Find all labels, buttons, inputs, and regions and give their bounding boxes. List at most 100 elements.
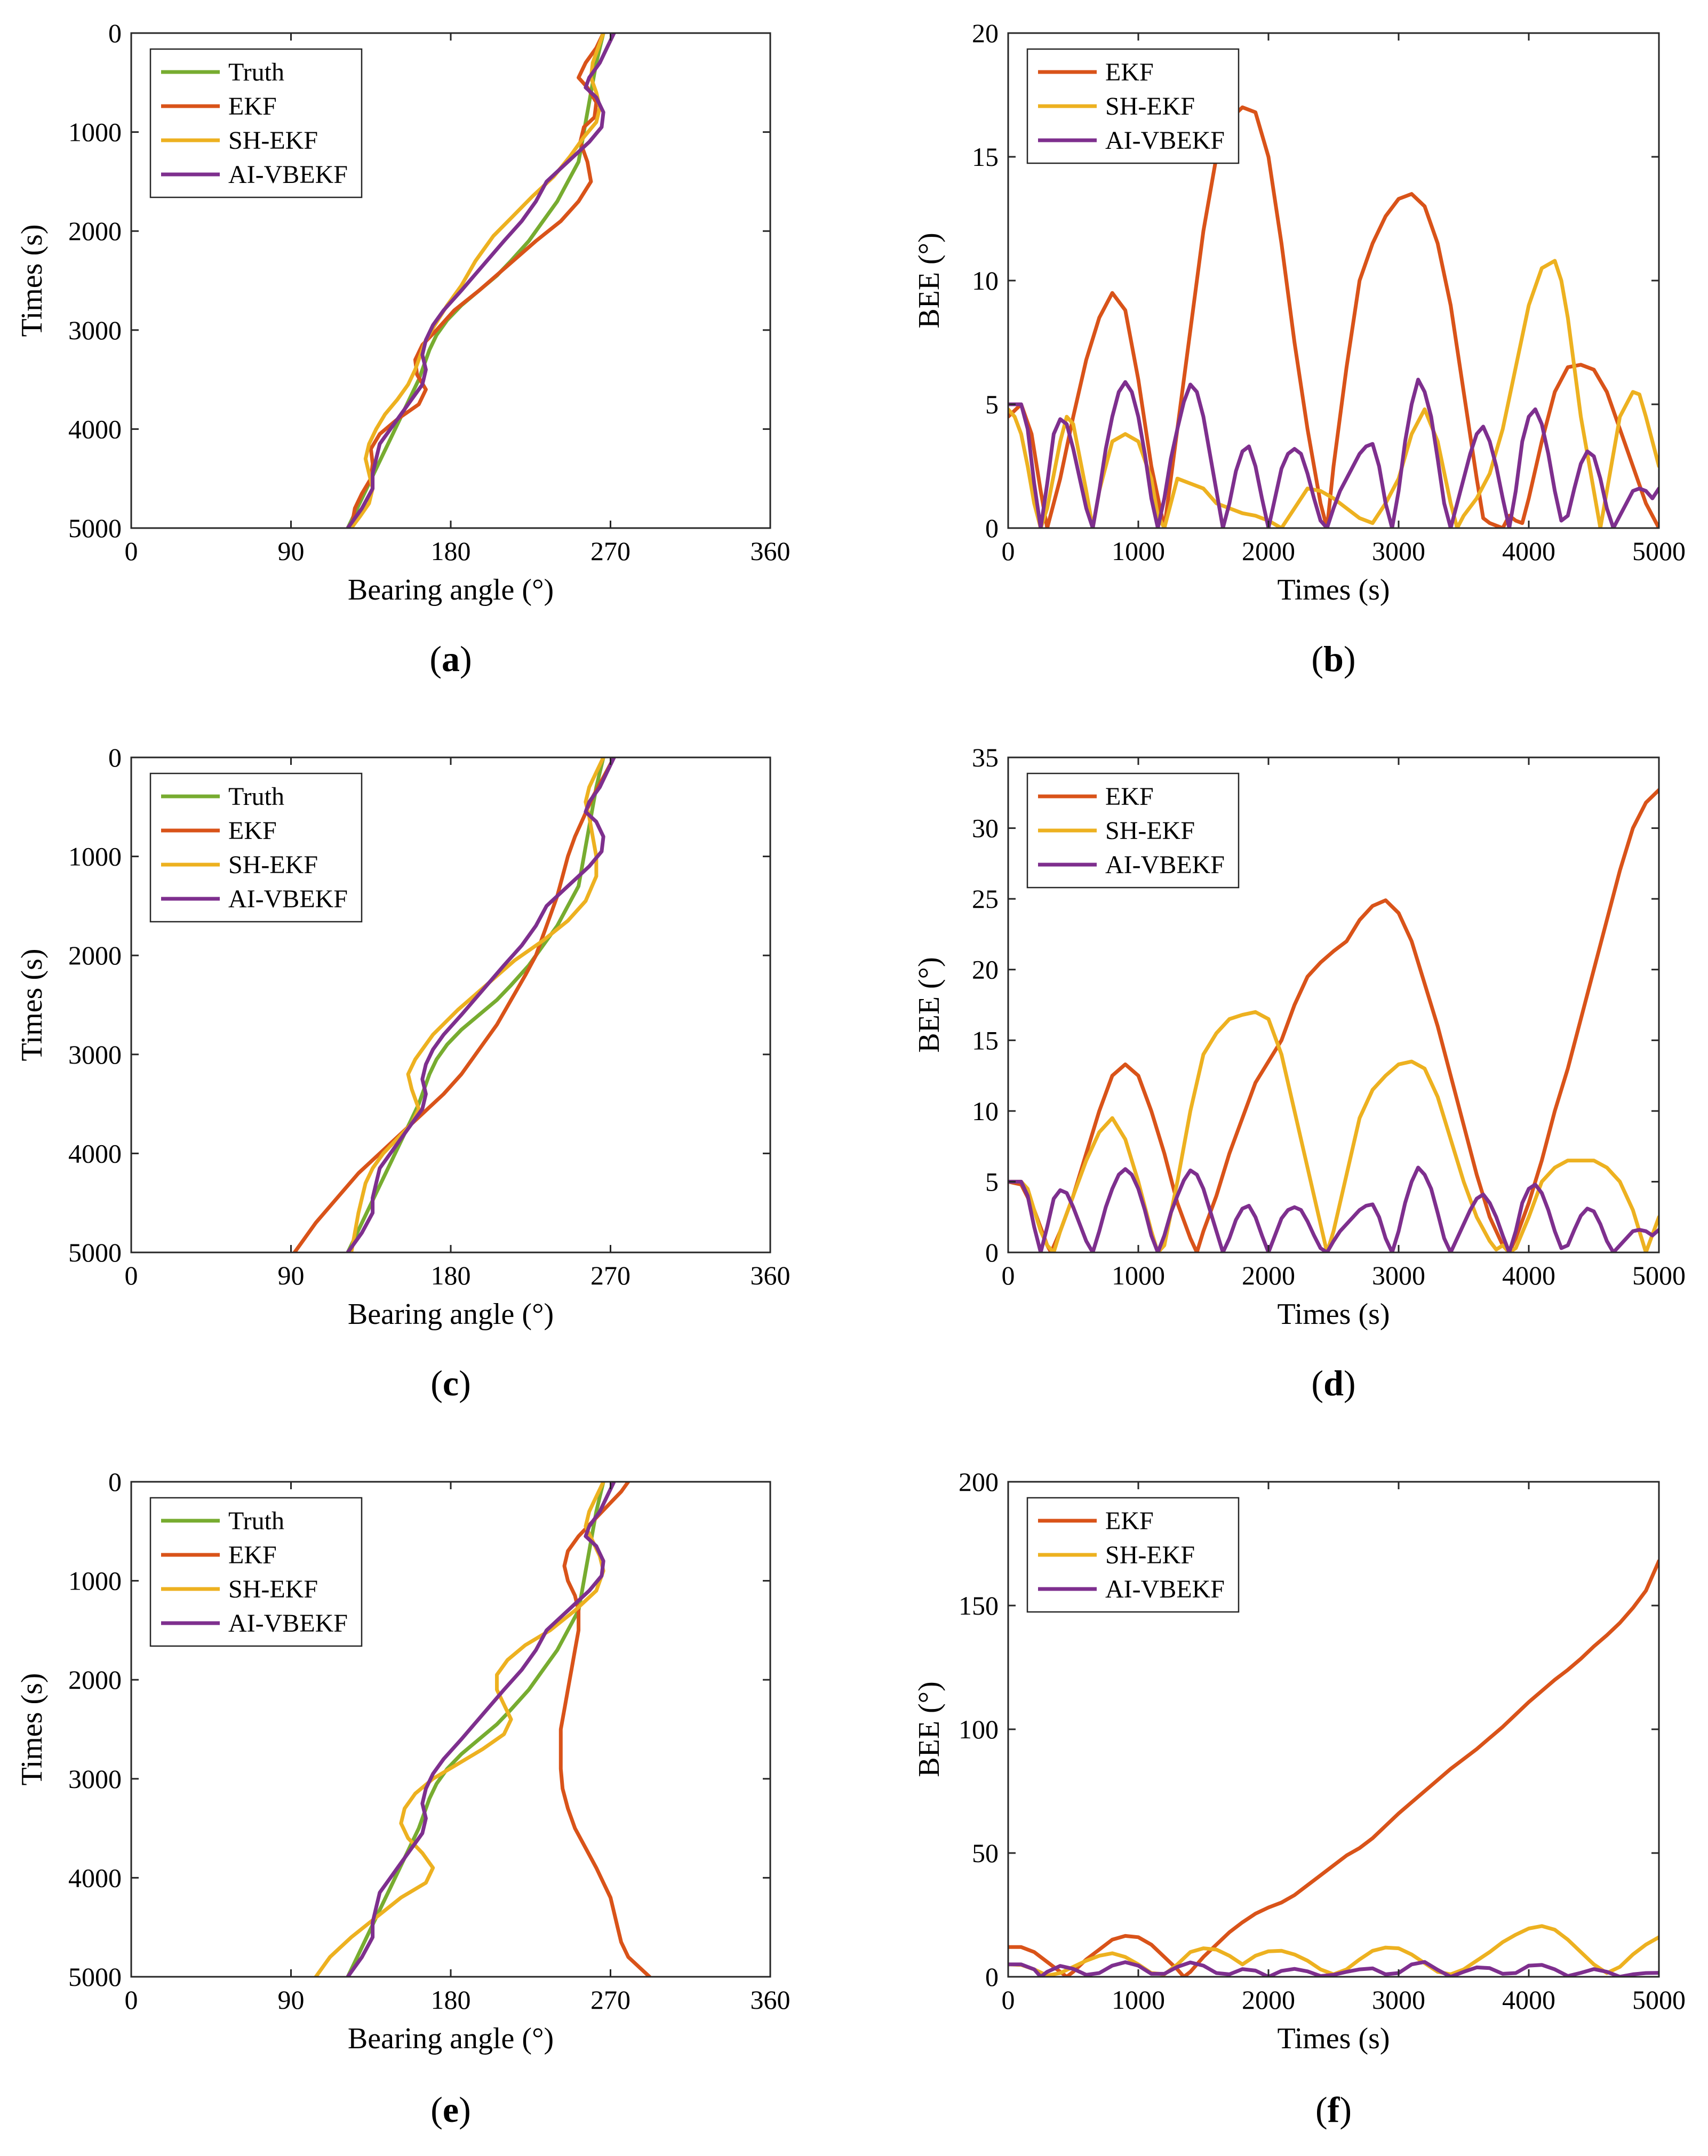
chart-panel-a: 0 90 180 270 360 0 1000 2000 3000 4000 5000 Bearing… xyxy=(15,18,791,679)
x-tick-label: 360 xyxy=(751,536,791,566)
legend: EKF SH-EKF AI-VBEKF xyxy=(1026,48,1240,164)
x-tick-label: 0 xyxy=(1002,1985,1015,2015)
x-tick-label: 360 xyxy=(751,1260,791,1290)
legend-label: SH-EKF xyxy=(1105,1541,1195,1569)
series-line-ai-vbekf xyxy=(1008,378,1659,528)
y-tick-label: 0 xyxy=(108,742,122,772)
y-tick-label: 5 xyxy=(985,389,999,419)
y-tick-label: 20 xyxy=(972,955,999,985)
panel-caption-letter: a xyxy=(442,638,460,679)
y-tick-label: 3000 xyxy=(68,1040,122,1069)
panel-caption-open: ( xyxy=(430,2089,443,2130)
legend: Truth EKF SH-EKF AI-VBEKF xyxy=(149,772,363,923)
y-tick-label: 35 xyxy=(972,742,999,772)
panel-caption: (a) xyxy=(429,638,472,679)
panel-caption: (e) xyxy=(430,2089,471,2130)
legend-label: AI-VBEKF xyxy=(228,1609,348,1638)
y-tick-label: 0 xyxy=(985,513,999,543)
y-tick-label: 0 xyxy=(985,1237,999,1267)
series-group xyxy=(292,757,616,1252)
y-axis-label: Times (s) xyxy=(15,948,49,1061)
panel-caption-open: ( xyxy=(429,638,442,679)
x-tick-label: 0 xyxy=(1002,536,1015,566)
legend-label: AI-VBEKF xyxy=(1105,1575,1225,1603)
x-tick-label: 3000 xyxy=(1372,1985,1425,2015)
series-group xyxy=(1008,788,1659,1252)
legend-label: EKF xyxy=(228,92,277,121)
y-axis-label: BEE (°) xyxy=(913,957,946,1052)
panel-caption-close: ) xyxy=(1339,2089,1352,2130)
y-tick-label: 5000 xyxy=(68,1962,122,1992)
panel-caption-close: ) xyxy=(459,2089,471,2130)
x-tick-label: 1000 xyxy=(1112,536,1165,566)
series-group xyxy=(346,33,616,528)
x-tick-label: 1000 xyxy=(1112,1260,1165,1290)
legend: EKF SH-EKF AI-VBEKF xyxy=(1026,772,1240,889)
x-axis-label: Times (s) xyxy=(1277,1298,1390,1331)
series-line-truth xyxy=(346,1482,605,1977)
series-group xyxy=(314,1482,652,1977)
series-line-ekf xyxy=(1008,105,1659,528)
series-line-ekf xyxy=(292,757,616,1252)
y-tick-label: 50 xyxy=(972,1838,999,1868)
y-axis-label: BEE (°) xyxy=(913,233,946,328)
legend: Truth EKF SH-EKF AI-VBEKF xyxy=(149,48,363,198)
y-tick-label: 5000 xyxy=(68,513,122,543)
series-line-ai-vbekf xyxy=(346,33,616,528)
x-tick-label: 1000 xyxy=(1112,1985,1165,2015)
y-tick-label: 2000 xyxy=(68,216,122,246)
panel-caption: (d) xyxy=(1311,1363,1355,1403)
x-tick-label: 90 xyxy=(278,1985,305,2015)
y-tick-label: 3000 xyxy=(68,1764,122,1794)
x-tick-label: 180 xyxy=(431,536,471,566)
y-tick-label: 30 xyxy=(972,813,999,843)
panel-caption-close: ) xyxy=(1344,1363,1356,1403)
legend-label: EKF xyxy=(1105,782,1154,811)
panel-caption: (b) xyxy=(1311,638,1355,679)
x-tick-label: 0 xyxy=(125,1985,138,2015)
y-tick-label: 10 xyxy=(972,266,999,296)
x-axis-label: Times (s) xyxy=(1277,573,1390,606)
y-tick-label: 0 xyxy=(108,1467,122,1497)
x-tick-label: 2000 xyxy=(1242,536,1295,566)
y-tick-label: 4000 xyxy=(68,1138,122,1168)
series-line-ai-vbekf xyxy=(346,757,616,1252)
legend-label: EKF xyxy=(1105,1507,1154,1535)
series-line-truth xyxy=(346,757,605,1252)
panel-caption-letter: f xyxy=(1328,2089,1340,2130)
series-line-ekf xyxy=(349,33,605,528)
legend-label: AI-VBEKF xyxy=(228,161,348,189)
x-tick-label: 3000 xyxy=(1372,1260,1425,1290)
axes-box xyxy=(1007,756,1660,1253)
panel-caption-close: ) xyxy=(459,1363,471,1403)
chart-panel-e: 0 90 180 270 360 0 1000 2000 3000 4000 5000 Bearing… xyxy=(15,1467,791,2130)
panel-caption-close: ) xyxy=(1344,638,1356,679)
x-tick-label: 90 xyxy=(278,1260,305,1290)
chart-panel-c: 0 90 180 270 360 0 1000 2000 3000 4000 5000 Bearing… xyxy=(15,742,791,1403)
y-tick-label: 200 xyxy=(959,1467,999,1497)
y-tick-label: 15 xyxy=(972,1025,999,1055)
y-axis-label: BEE (°) xyxy=(913,1681,946,1777)
x-tick-label: 270 xyxy=(590,1985,630,2015)
y-tick-label: 3000 xyxy=(68,315,122,345)
legend-label: AI-VBEKF xyxy=(1105,126,1225,155)
legend-label: Truth xyxy=(228,1507,284,1535)
series-line-ekf xyxy=(1008,1559,1659,1977)
y-tick-label: 1000 xyxy=(68,842,122,872)
y-tick-label: 0 xyxy=(985,1962,999,1992)
legend: Truth EKF SH-EKF AI-VBEKF xyxy=(149,1497,363,1647)
panel-caption-open: ( xyxy=(1311,638,1323,679)
x-tick-label: 270 xyxy=(590,1260,630,1290)
x-tick-label: 270 xyxy=(590,536,630,566)
legend-label: AI-VBEKF xyxy=(228,885,348,913)
x-axis-label: Bearing angle (°) xyxy=(348,2022,554,2055)
panel-caption-open: ( xyxy=(430,1363,443,1403)
legend-label: EKF xyxy=(228,817,277,845)
legend-label: AI-VBEKF xyxy=(1105,851,1225,879)
series-line-sh-ekf xyxy=(349,757,605,1252)
x-tick-label: 360 xyxy=(751,1985,791,2015)
chart-panel-b: 0 1000 2000 3000 4000 5000 0 5 10 15 20 Times (s) BE… xyxy=(913,18,1686,679)
y-tick-label: 25 xyxy=(972,884,999,914)
series-line-ekf xyxy=(558,1482,652,1977)
y-tick-label: 15 xyxy=(972,142,999,172)
